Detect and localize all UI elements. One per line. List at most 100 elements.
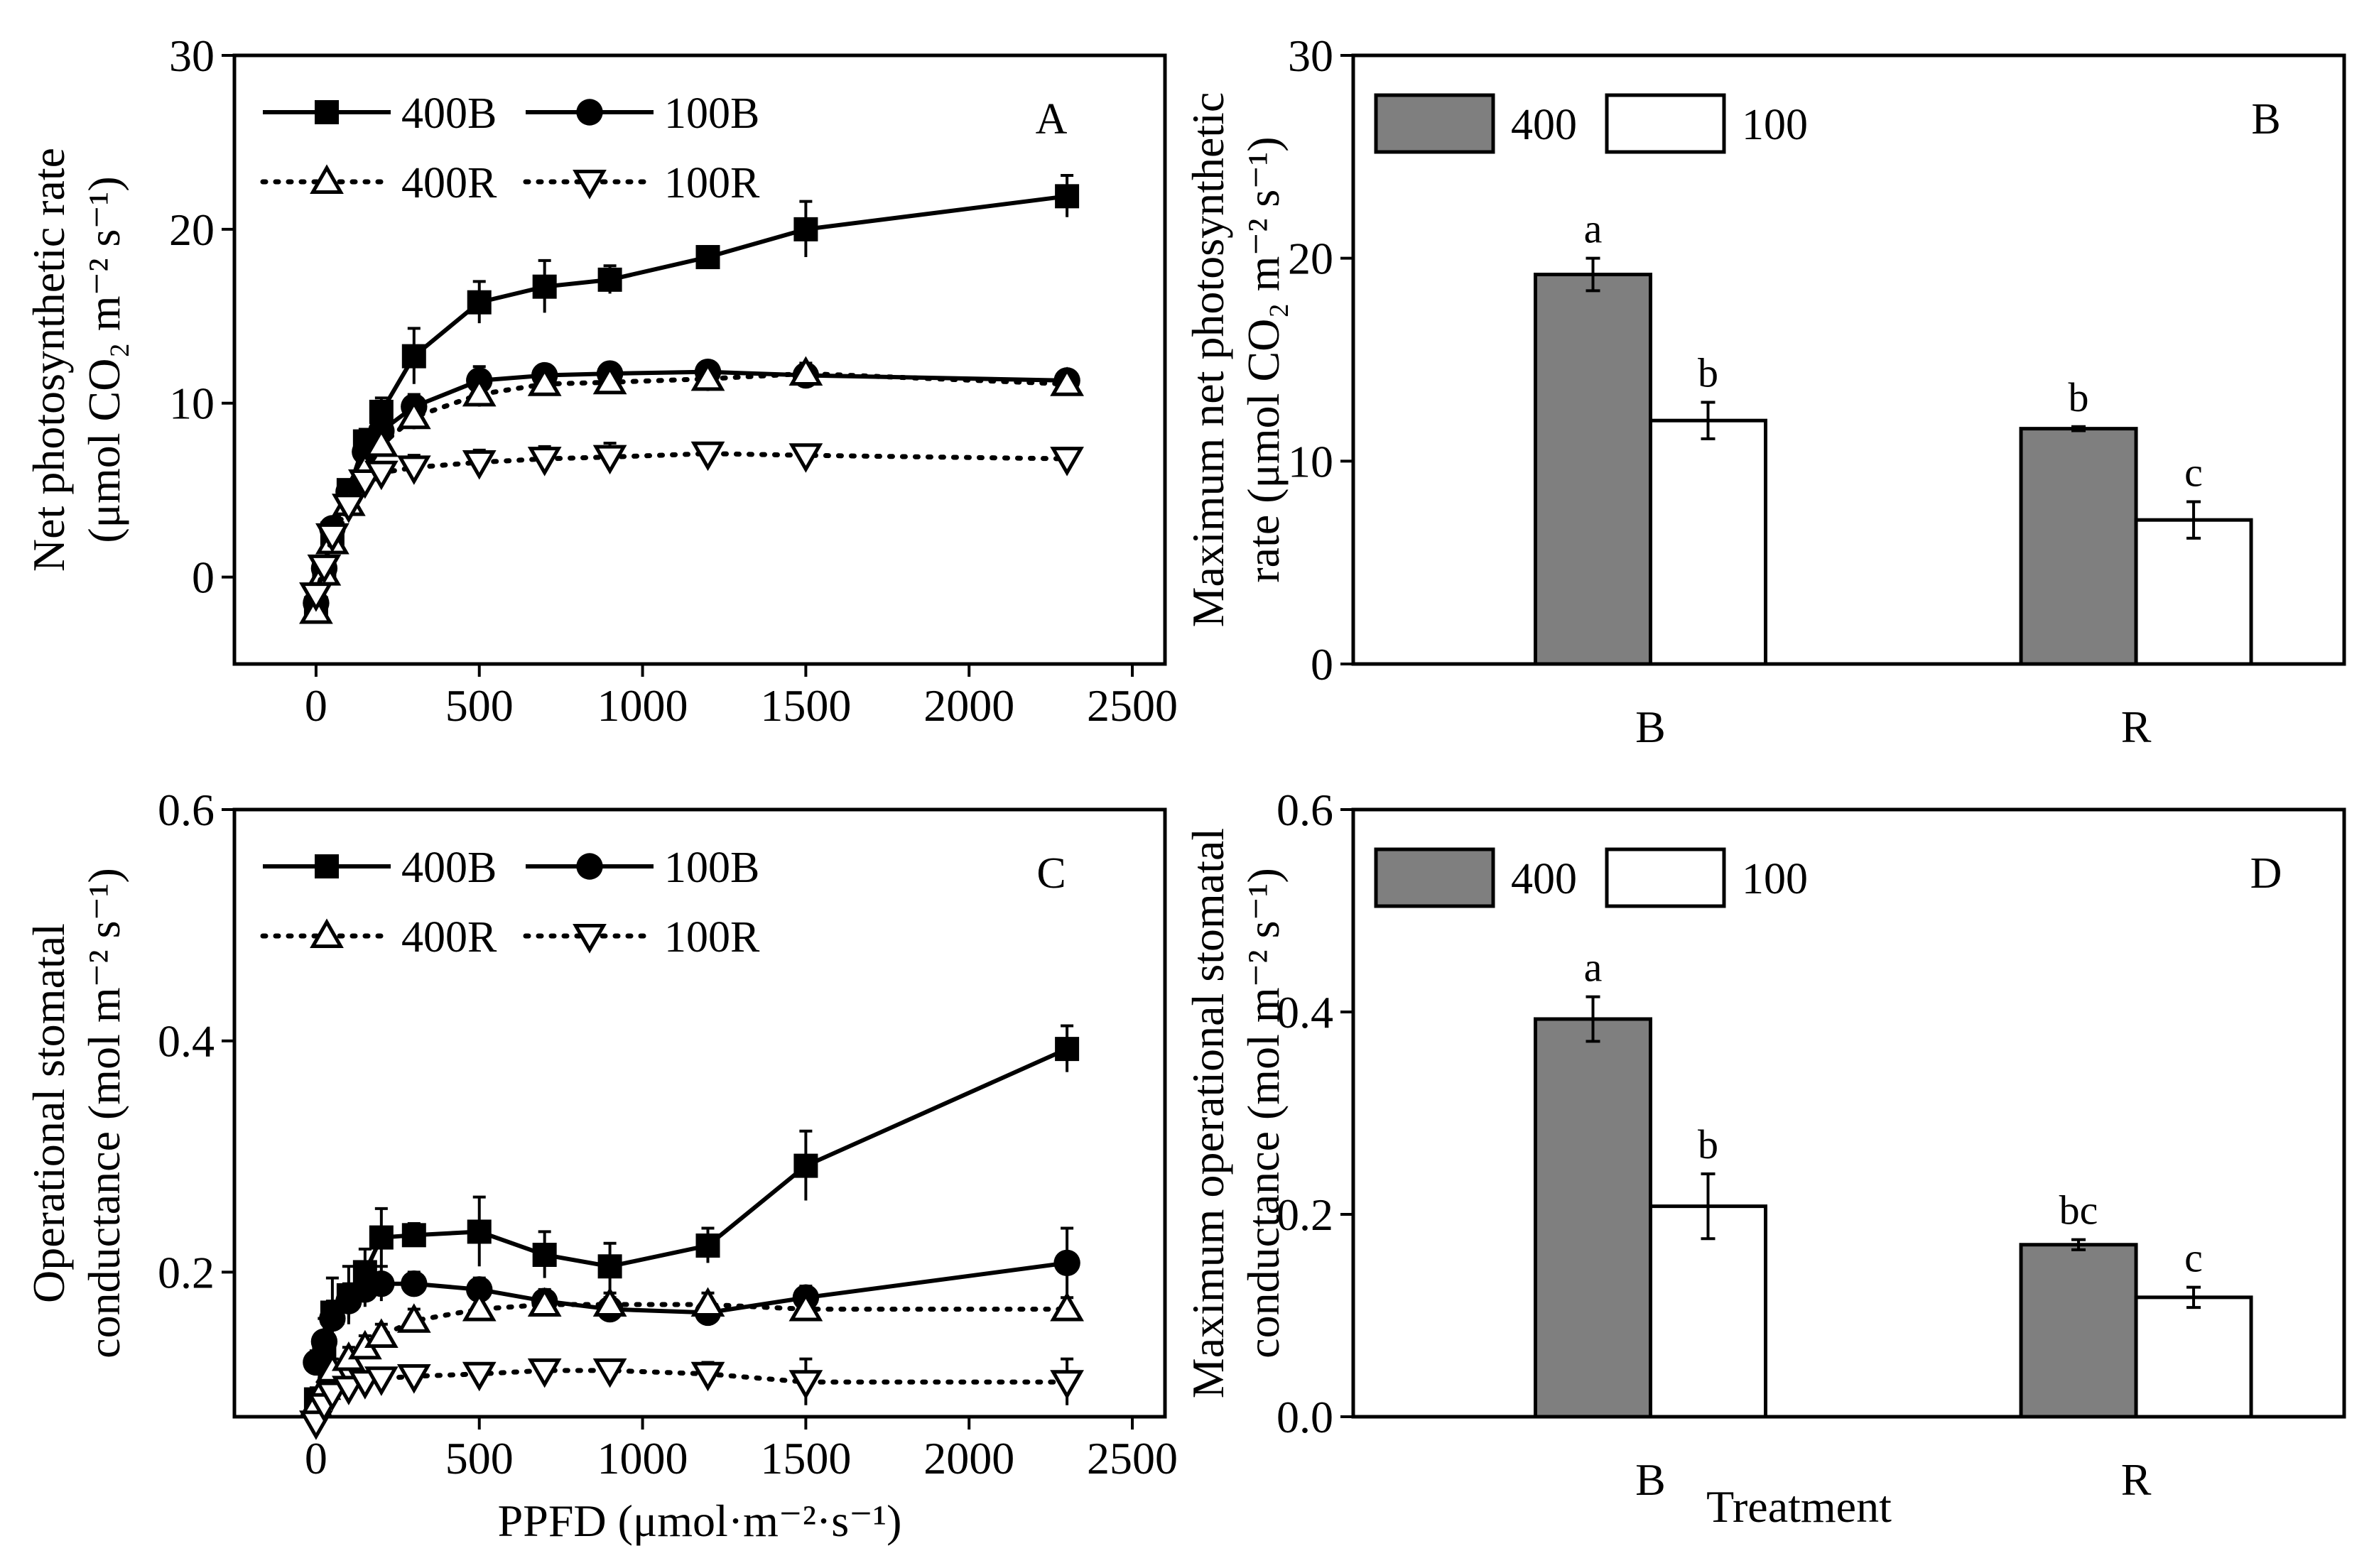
legend-label: 100R bbox=[664, 159, 760, 207]
y-tick-label: 0.0 bbox=[1277, 1392, 1333, 1442]
y-axis-label-units: conductance (mol m⁻² s⁻¹) bbox=[1238, 868, 1289, 1359]
series-100B bbox=[303, 358, 1080, 616]
legend-label: 100 bbox=[1742, 855, 1808, 903]
legend-label: 400B bbox=[401, 844, 497, 892]
data-point bbox=[788, 356, 823, 386]
x-tick-label: 2500 bbox=[1087, 1433, 1178, 1483]
data-point bbox=[592, 364, 627, 395]
legend-label: 400R bbox=[401, 913, 497, 962]
x-axis-label: PPFD (μmol·m⁻²·s⁻¹) bbox=[498, 1496, 902, 1546]
y-axis-label-units: rate (μmol CO₂ m⁻² s⁻¹) bbox=[1238, 136, 1289, 582]
legend-marker bbox=[573, 170, 607, 200]
y-tick-label: 0 bbox=[192, 552, 215, 603]
data-point bbox=[332, 1376, 366, 1405]
legend-label: 400R bbox=[401, 159, 497, 207]
y-tick-label: 0.2 bbox=[1277, 1189, 1333, 1240]
data-point bbox=[401, 1270, 428, 1297]
legend: 400 100 bbox=[1374, 847, 1808, 908]
data-point bbox=[396, 1303, 431, 1333]
x-axis-label: Treatment bbox=[1706, 1481, 1892, 1532]
data-point bbox=[532, 274, 557, 299]
legend-label: 100 bbox=[1742, 101, 1808, 149]
data-point bbox=[527, 1358, 562, 1388]
significance-letter: b bbox=[1698, 1121, 1718, 1167]
bar bbox=[1534, 1017, 1652, 1419]
y-tick-label: 0.4 bbox=[1277, 987, 1333, 1038]
series-400R bbox=[299, 1287, 1084, 1417]
panel-label: D bbox=[2250, 849, 2282, 898]
chart-panel-A: 0 500 1000 1500 2000 2500 0 10 20 30 Net photosynt… bbox=[23, 31, 1178, 731]
x-tick-label: 1000 bbox=[597, 1433, 688, 1483]
y-tick-label: 20 bbox=[1288, 234, 1333, 284]
plot-frame bbox=[232, 53, 1167, 666]
x-tick-label: 1500 bbox=[760, 1433, 851, 1483]
legend-swatch bbox=[1374, 93, 1495, 154]
y-tick-label: 10 bbox=[1288, 436, 1333, 486]
x-tick-label: 500 bbox=[445, 1433, 514, 1483]
series-line bbox=[313, 1302, 1070, 1408]
series-100: bc bbox=[1649, 1121, 2253, 1419]
chart-panel-B: 0 10 20 30 Maximum net photosynthetic rate (μ… bbox=[1183, 31, 2346, 752]
data-point bbox=[592, 1287, 627, 1317]
data-point bbox=[462, 1361, 497, 1392]
series-line bbox=[313, 371, 1070, 615]
series-100R bbox=[299, 441, 1084, 612]
data-point bbox=[347, 469, 382, 499]
y-tick-label: 0 bbox=[1311, 639, 1333, 690]
data-point bbox=[332, 494, 366, 523]
data-point bbox=[592, 1358, 627, 1388]
y-tick-label: 10 bbox=[169, 379, 215, 429]
legend-label: 100R bbox=[664, 913, 760, 962]
significance-letter: a bbox=[1584, 944, 1603, 991]
data-point bbox=[466, 1276, 493, 1303]
data-point bbox=[793, 217, 818, 241]
legend-marker bbox=[573, 924, 607, 954]
series-line bbox=[313, 451, 1070, 597]
legend-label: 100B bbox=[664, 89, 759, 138]
data-point bbox=[401, 344, 426, 369]
chart-panel-D: 0.0 0.2 0.4 0.6 Maximum operational stomatal… bbox=[1183, 785, 2346, 1532]
y-axis-label-units: conductance (mol m⁻² s⁻¹) bbox=[79, 868, 129, 1359]
x-tick-label: B bbox=[1635, 1454, 1666, 1505]
data-point bbox=[793, 1153, 818, 1178]
data-point bbox=[396, 455, 431, 485]
series-400: ab bbox=[1534, 206, 2138, 666]
series-400: a bc bbox=[1534, 944, 2138, 1419]
series-line bbox=[314, 1261, 1068, 1363]
chart-panel-C: 0 500 1000 1500 2000 2500 0.2 0.4 0.6 Operational… bbox=[23, 785, 1178, 1546]
y-tick-label: 0.6 bbox=[1277, 785, 1333, 835]
data-point bbox=[299, 582, 333, 612]
significance-letter: b bbox=[2069, 374, 2089, 420]
legend-marker bbox=[576, 99, 603, 126]
data-point bbox=[364, 1318, 399, 1348]
series-line bbox=[313, 1047, 1068, 1400]
data-point bbox=[467, 290, 492, 315]
legend-swatch bbox=[1605, 847, 1726, 908]
legend-label: 100B bbox=[664, 844, 759, 892]
y-axis-label: Net photosynthetic rate bbox=[23, 148, 74, 572]
y-tick-label: 30 bbox=[169, 31, 215, 81]
y-tick-label: 30 bbox=[1288, 31, 1333, 81]
data-point bbox=[310, 1328, 338, 1355]
x-tick-label: B bbox=[1635, 702, 1666, 752]
bar bbox=[2134, 518, 2253, 666]
x-tick-label: 1500 bbox=[760, 680, 851, 731]
data-point bbox=[690, 361, 725, 391]
data-point bbox=[315, 523, 349, 553]
y-tick-label: 0.2 bbox=[158, 1247, 215, 1297]
x-tick-label: R bbox=[2121, 702, 2152, 752]
data-point bbox=[597, 267, 622, 292]
data-point bbox=[1050, 447, 1084, 477]
legend-label: 400B bbox=[401, 89, 497, 138]
series-400R bbox=[299, 356, 1084, 624]
series-line bbox=[313, 369, 1068, 604]
data-point bbox=[396, 1364, 431, 1394]
data-point bbox=[369, 1225, 394, 1250]
data-point bbox=[788, 443, 823, 473]
legend: 400 100 bbox=[1374, 93, 1808, 154]
panel-label: C bbox=[1036, 849, 1066, 898]
data-point bbox=[527, 447, 562, 477]
legend-swatch bbox=[1605, 93, 1726, 154]
legend-swatch bbox=[1374, 847, 1495, 908]
data-point bbox=[695, 1233, 720, 1258]
